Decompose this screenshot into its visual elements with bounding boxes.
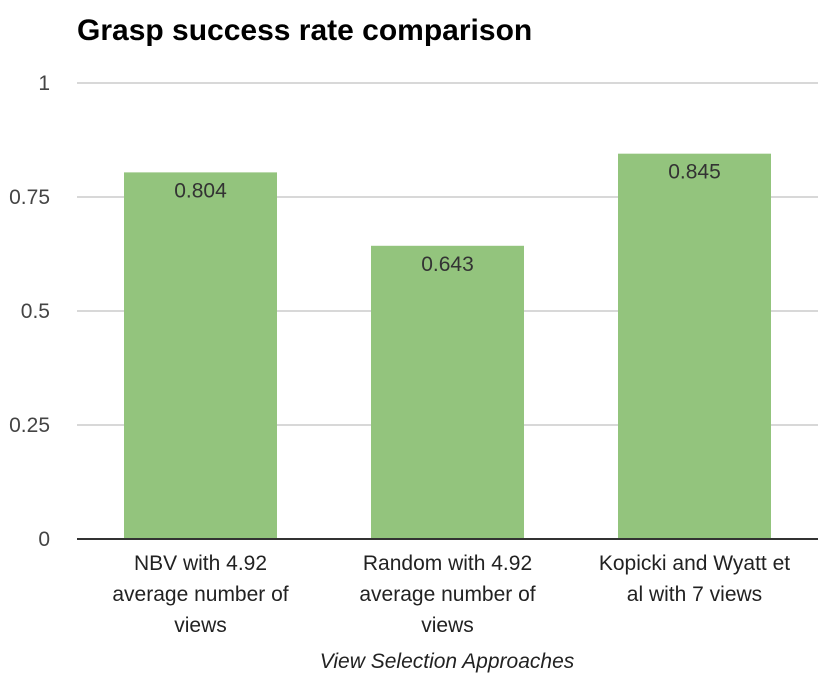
y-tick-label: 0.5 (21, 300, 50, 323)
bar-value-label: 0.804 (174, 179, 227, 202)
bar (618, 153, 771, 539)
x-category-label-line: Random with 4.92 (363, 552, 532, 575)
y-tick-label: 0 (38, 528, 50, 551)
x-axis-title: View Selection Approaches (320, 650, 575, 673)
bar (124, 172, 277, 539)
x-category-label: Random with 4.92 average number of views (359, 552, 535, 637)
y-tick-label: 0.25 (9, 414, 50, 437)
chart-title: Grasp success rate comparison (77, 14, 532, 47)
x-category-label-line: NBV with 4.92 (134, 552, 267, 575)
x-category-label-line: average number of (112, 583, 288, 606)
x-category-label: NBV with 4.92 average number of views (112, 552, 288, 637)
bars (124, 153, 771, 540)
data-labels: 0.804 0.643 0.845 (174, 161, 721, 276)
x-category-label: Kopicki and Wyatt et al with 7 views (599, 552, 790, 606)
x-category-label-line: views (174, 614, 227, 637)
x-category-label-line: views (421, 614, 474, 637)
bar (371, 245, 524, 540)
x-axis-categories: NBV with 4.92 average number of viewsRando… (112, 552, 790, 637)
bar-value-label: 0.643 (421, 253, 474, 276)
y-axis-ticks: 0 0.25 0.5 0.75 1 (9, 72, 50, 551)
y-tick-label: 1 (38, 72, 50, 95)
y-tick-label: 0.75 (9, 186, 50, 209)
bar-value-label: 0.845 (668, 161, 721, 184)
x-category-label-line: al with 7 views (627, 583, 762, 606)
x-category-label-line: Kopicki and Wyatt et (599, 552, 790, 575)
x-category-label-line: average number of (359, 583, 535, 606)
